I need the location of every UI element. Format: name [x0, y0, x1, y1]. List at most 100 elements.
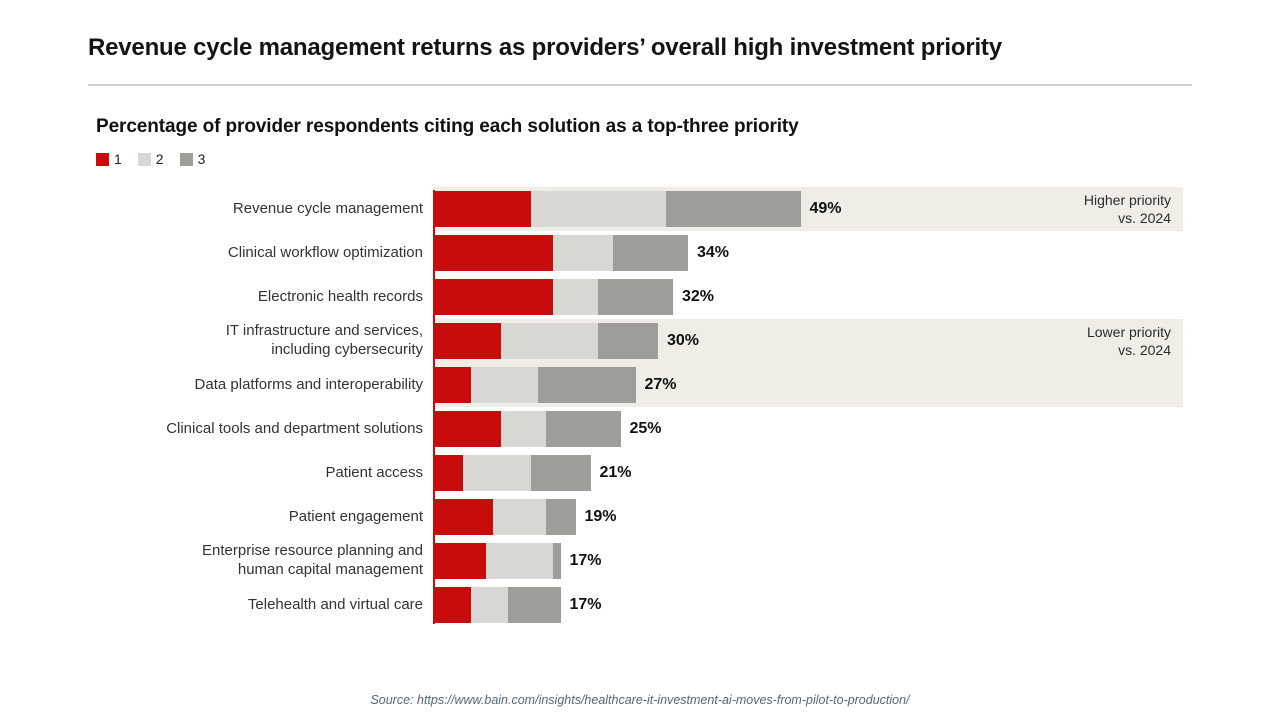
chart-row-6: Patient access 21% [96, 451, 1183, 495]
bar-segment-1 [433, 499, 493, 535]
stacked-bar: 34% [433, 235, 1183, 271]
page-title: Revenue cycle management returns as prov… [88, 34, 1002, 61]
value-label: 19% [584, 508, 617, 525]
bar-track: 21% [433, 451, 1183, 495]
category-label: IT infrastructure and services, includin… [225, 322, 423, 358]
bar-segment-1 [433, 235, 553, 271]
bar-segment-2 [500, 411, 546, 447]
value-label: 27% [644, 376, 677, 393]
bar-segment-2 [553, 235, 613, 271]
legend-swatch-2 [137, 152, 151, 166]
bar-track: 34% [433, 231, 1183, 275]
plot-area: Higher priority vs. 2024 Lower priority v… [96, 187, 1183, 627]
category-label: Clinical workflow optimization [227, 243, 423, 261]
legend-label: 3 [197, 151, 206, 167]
stacked-bar: 19% [433, 499, 1183, 535]
chart-row-4: Data platforms and interoperability 27% [96, 363, 1183, 407]
bar-track: 17% [433, 539, 1183, 583]
bar-segment-2 [470, 587, 508, 623]
category-label: Data platforms and interoperability [194, 375, 423, 393]
bar-segment-1 [433, 191, 531, 227]
value-label: 34% [697, 244, 730, 261]
chart-row-9: Telehealth and virtual care 17% [96, 583, 1183, 627]
category-label: Telehealth and virtual care [247, 595, 423, 613]
bar-track: 17% [433, 583, 1183, 627]
legend-swatch-1 [96, 152, 109, 166]
legend-item-2: 2 [137, 151, 164, 167]
bar-segment-2 [485, 543, 553, 579]
legend-label: 2 [155, 151, 164, 167]
chart-row-1: Clinical workflow optimization 34% [96, 231, 1183, 275]
bar-track: 19% [433, 495, 1183, 539]
category-label: Patient access [325, 463, 423, 481]
bar-segment-3 [508, 587, 561, 623]
category-label: Enterprise resource planning and human c… [202, 542, 423, 578]
chart-legend: 1 2 3 [96, 151, 1183, 167]
chart-row-8: Enterprise resource planning and human c… [96, 539, 1183, 583]
bar-segment-3 [545, 499, 576, 535]
bar-segment-1 [433, 323, 501, 359]
chart-container: Percentage of provider respondents citin… [88, 116, 1192, 627]
bar-segment-3 [553, 543, 561, 579]
title-block: Revenue cycle management returns as prov… [88, 34, 1192, 86]
bar-segment-1 [433, 367, 471, 403]
stacked-bar: 27% [433, 367, 1183, 403]
bar-segment-3 [545, 411, 621, 447]
bar-segment-3 [613, 235, 688, 271]
axis-baseline [433, 190, 435, 624]
value-label: 21% [599, 464, 632, 481]
value-label: 17% [569, 552, 602, 569]
bar-segment-2 [493, 499, 546, 535]
value-label: 25% [629, 420, 662, 437]
stacked-bar: 21% [433, 455, 1183, 491]
bar-segment-2 [470, 367, 538, 403]
bar-segment-3 [665, 191, 801, 227]
bar-segment-3 [598, 279, 673, 315]
chart-row-2: Electronic health records 32% [96, 275, 1183, 319]
bar-segment-2 [463, 455, 531, 491]
category-label: Electronic health records [257, 287, 423, 305]
bar-segment-1 [433, 411, 501, 447]
bar-segment-1 [433, 455, 463, 491]
stacked-bar: 30% [433, 323, 1183, 359]
bar-segment-3 [538, 367, 636, 403]
priority-annotation: Higher priority vs. 2024 [1083, 191, 1171, 226]
chart-row-5: Clinical tools and department solutions 2… [96, 407, 1183, 451]
bar-track: 49% [433, 187, 1183, 231]
bar-track: 30% [433, 319, 1183, 363]
source-citation: Source: https://www.bain.com/insights/he… [370, 693, 910, 707]
bar-segment-1 [433, 587, 471, 623]
category-label: Revenue cycle management [232, 199, 423, 217]
bar-segment-3 [598, 323, 658, 359]
legend-label: 1 [114, 151, 122, 167]
bar-rows: Revenue cycle management 49% Clinical work… [96, 187, 1183, 627]
category-label: Clinical tools and department solutions [166, 419, 423, 437]
stacked-bar: 17% [433, 543, 1183, 579]
stacked-bar: 25% [433, 411, 1183, 447]
chart-row-0: Revenue cycle management 49% [96, 187, 1183, 231]
legend-item-3: 3 [179, 151, 206, 167]
bar-track: 32% [433, 275, 1183, 319]
priority-annotation: Lower priority vs. 2024 [1086, 323, 1171, 358]
bar-segment-2 [530, 191, 666, 227]
category-label: Patient engagement [288, 507, 423, 525]
stacked-bar: 17% [433, 587, 1183, 623]
chart-row-7: Patient engagement 19% [96, 495, 1183, 539]
stacked-bar: 32% [433, 279, 1183, 315]
legend-item-1: 1 [96, 151, 122, 167]
stacked-bar: 49% [433, 191, 1183, 227]
bar-segment-2 [553, 279, 598, 315]
bar-track: 25% [433, 407, 1183, 451]
value-label: 49% [809, 200, 842, 217]
value-label: 30% [667, 332, 700, 349]
legend-swatch-3 [179, 152, 193, 166]
bar-segment-1 [433, 543, 486, 579]
bar-segment-3 [530, 455, 591, 491]
chart-subtitle: Percentage of provider respondents citin… [96, 116, 799, 137]
bar-track: 27% [433, 363, 1183, 407]
value-label: 17% [569, 596, 602, 613]
bar-segment-1 [433, 279, 553, 315]
chart-row-3: IT infrastructure and services, includin… [96, 319, 1183, 363]
bar-segment-2 [500, 323, 598, 359]
